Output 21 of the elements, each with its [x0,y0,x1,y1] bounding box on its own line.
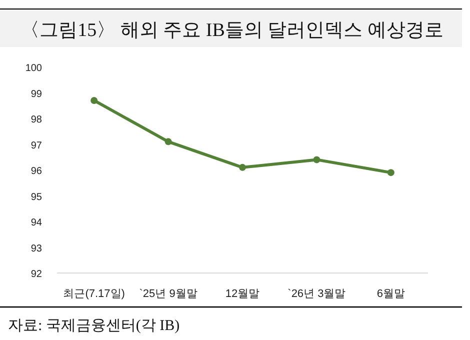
point [239,164,246,171]
y-tick-label: 92 [30,269,42,280]
x-tick-label: 최근(7.17일) [63,288,125,300]
y-tick-label: 98 [30,114,42,126]
chart-title: 〈그림15〉 해외 주요 IB들의 달러인덱스 예상경로 [20,20,444,41]
y-tick-label: 100 [25,63,42,74]
y-tick-label: 99 [30,88,42,100]
point [387,169,394,176]
y-tick-label: 96 [30,166,42,177]
x-tick-label: `26년 3월말 [288,288,346,300]
x-tick-label: 12월말 [225,288,260,300]
point [313,156,320,164]
y-tick-label: 95 [30,192,42,203]
y-tick-label: 94 [30,218,42,228]
point [164,138,172,146]
point [90,96,98,104]
text: 자료: 국제금융센터(각 IB) [8,318,180,334]
y-tick-label: 97 [30,140,42,152]
y-tick-label: 93 [30,243,42,254]
x-tick-label: 6월말 [376,288,405,300]
x-tick-label: `25년 9월말 [139,288,198,300]
